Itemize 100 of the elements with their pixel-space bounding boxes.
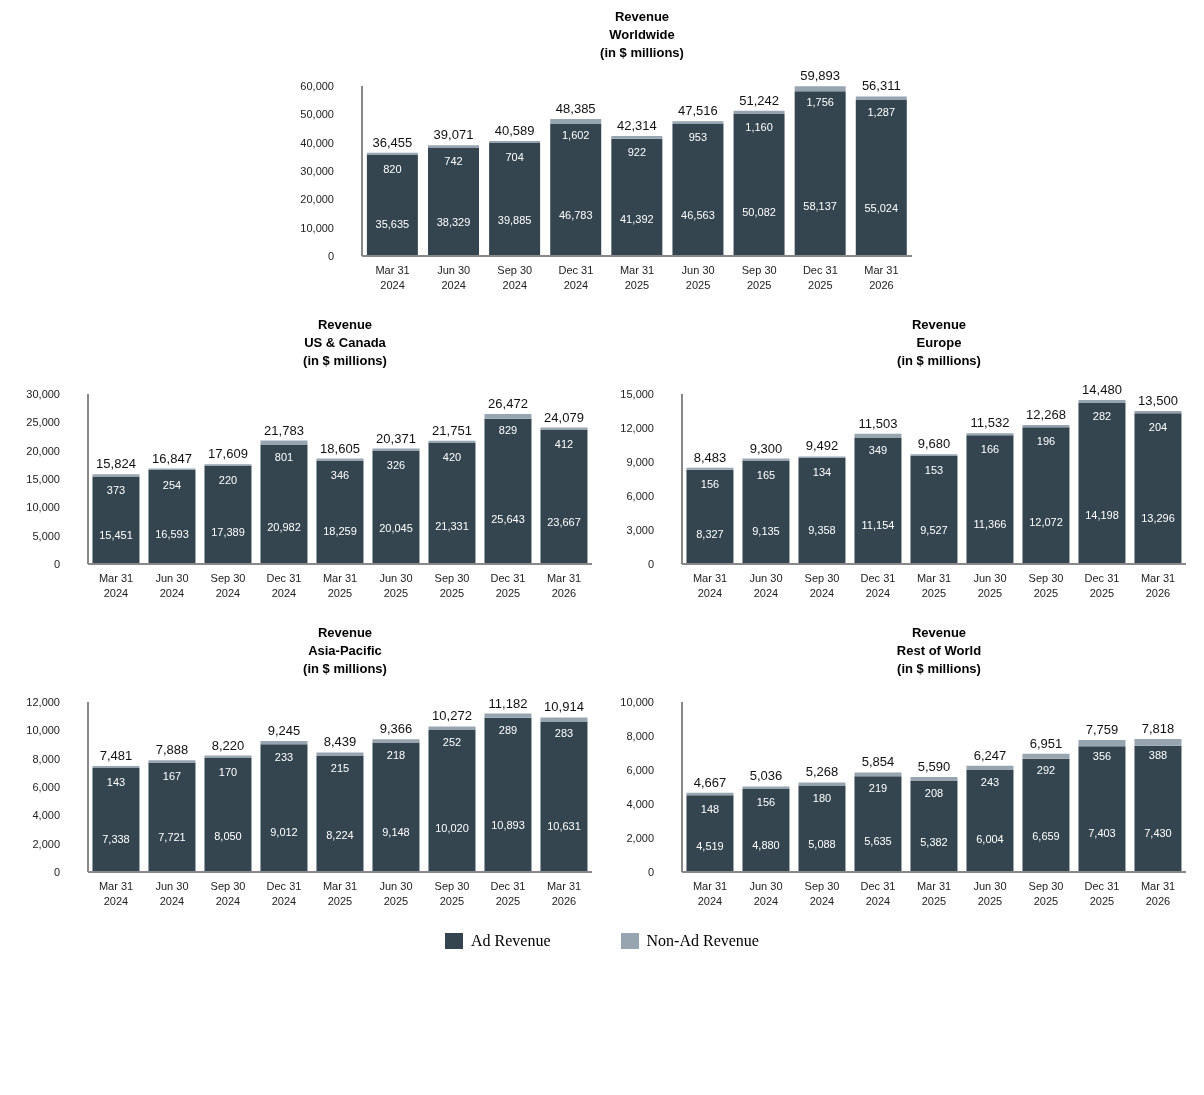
- x-tick-label: Jun 30 2024: [749, 572, 783, 599]
- y-tick-label: 12,000: [26, 696, 60, 708]
- data-label: 7,403: [1088, 826, 1116, 839]
- y-tick-label: 4,000: [32, 809, 60, 822]
- data-label: 11,366: [973, 517, 1007, 530]
- data-label: 218: [386, 749, 406, 762]
- x-tick-label: Sep 30 2024: [804, 572, 840, 599]
- x-tick-label: Mar 31 2024: [375, 264, 410, 291]
- data-label: 180: [812, 792, 832, 805]
- total-label: 39,071: [433, 127, 474, 143]
- bar: [92, 476, 140, 564]
- total-label: 9,245: [267, 723, 301, 739]
- bar: [1134, 739, 1182, 746]
- total-label: 26,472: [488, 395, 528, 411]
- bar: [798, 782, 846, 786]
- total-label: 5,590: [917, 758, 951, 774]
- total-label: 7,759: [1085, 722, 1119, 738]
- total-label: 51,242: [739, 92, 779, 108]
- bar: [428, 726, 476, 731]
- total-label: 7,481: [99, 748, 133, 764]
- data-label: 18,259: [323, 525, 357, 538]
- bar: [854, 437, 902, 564]
- total-label: 15,824: [96, 456, 136, 472]
- data-label: 38,329: [436, 215, 471, 228]
- y-tick-label: 20,000: [300, 193, 334, 206]
- x-tick-label: Sep 30 2024: [210, 880, 246, 907]
- y-tick-label: 5,000: [32, 529, 60, 542]
- y-tick-label: 15,000: [620, 388, 654, 400]
- data-label: 243: [980, 775, 1000, 788]
- data-label: 55,024: [864, 202, 899, 215]
- x-tick-label: Dec 31 2024: [558, 264, 594, 291]
- data-label: 1,160: [745, 120, 773, 133]
- total-label: 14,480: [1082, 381, 1122, 397]
- y-tick-label: 10,000: [26, 501, 60, 514]
- y-tick-label: 50,000: [300, 108, 334, 121]
- total-label: 8,483: [693, 449, 727, 465]
- bar: [798, 785, 846, 872]
- total-label: 10,272: [432, 708, 472, 724]
- x-tick-label: Sep 30 2025: [1028, 572, 1064, 599]
- x-tick-label: Dec 31 2025: [1084, 572, 1120, 599]
- x-tick-label: Jun 30 2025: [973, 880, 1007, 907]
- bar: [1078, 746, 1126, 872]
- data-label: 8,327: [696, 527, 724, 540]
- y-tick-label: 60,000: [300, 80, 334, 92]
- total-label: 16,847: [152, 450, 192, 466]
- total-label: 21,751: [432, 422, 472, 438]
- bar: [672, 121, 724, 125]
- total-label: 9,680: [917, 436, 951, 452]
- x-tick-label: Jun 30 2025: [973, 572, 1007, 599]
- data-label: 20,045: [379, 522, 413, 535]
- data-label: 1,756: [806, 96, 834, 109]
- y-tick-label: 2,000: [626, 832, 654, 844]
- total-label: 9,366: [379, 721, 413, 737]
- y-tick-label: 6,000: [626, 764, 654, 776]
- total-label: 47,516: [678, 103, 718, 119]
- data-label: 283: [554, 727, 574, 740]
- total-label: 8,439: [323, 734, 357, 750]
- data-label: 9,527: [920, 523, 948, 536]
- data-label: 21,331: [435, 520, 469, 533]
- bar: [854, 776, 902, 872]
- total-label: 40,589: [494, 123, 535, 138]
- data-label: 148: [700, 802, 720, 815]
- x-tick-label: Mar 31 2026: [1140, 572, 1176, 599]
- total-label: 11,182: [488, 695, 528, 711]
- data-label: 420: [442, 450, 462, 463]
- total-label: 13,500: [1138, 393, 1178, 408]
- data-label: 1,602: [561, 128, 590, 141]
- y-tick-label: 10,000: [300, 221, 334, 234]
- x-tick-label: Dec 31 2025: [490, 572, 526, 599]
- chart-title: Revenue Asia-Pacific (in $ millions): [302, 624, 388, 678]
- data-label: 9,012: [270, 826, 298, 839]
- total-label: 5,268: [805, 764, 839, 780]
- x-tick-label: Jun 30 2024: [437, 264, 471, 291]
- data-label: 5,635: [864, 835, 892, 848]
- bar: [540, 721, 588, 872]
- bar: [854, 772, 902, 777]
- bar: [484, 413, 532, 419]
- data-label: 4,880: [752, 838, 780, 851]
- total-label: 17,609: [208, 446, 248, 462]
- data-label: 208: [924, 786, 944, 799]
- data-label: 143: [106, 776, 126, 789]
- total-label: 8,220: [211, 737, 245, 753]
- bar: [366, 155, 418, 256]
- legend-label: Non-Ad Revenue: [646, 932, 759, 950]
- bar: [855, 96, 907, 101]
- bar: [1022, 758, 1070, 872]
- total-label: 42,314: [616, 118, 657, 134]
- bar: [910, 456, 958, 564]
- bar: [611, 136, 663, 139]
- data-label: 167: [162, 770, 182, 783]
- bar: [910, 776, 958, 781]
- data-label: 196: [1036, 434, 1056, 447]
- data-label: 8,224: [326, 829, 354, 842]
- x-tick-label: Dec 31 2024: [266, 880, 302, 907]
- total-label: 9,300: [749, 440, 783, 456]
- bar: [1022, 424, 1070, 428]
- data-label: 922: [627, 146, 647, 159]
- total-label: 36,455: [372, 134, 413, 150]
- bar: [484, 713, 532, 718]
- x-tick-label: Dec 31 2024: [860, 880, 896, 907]
